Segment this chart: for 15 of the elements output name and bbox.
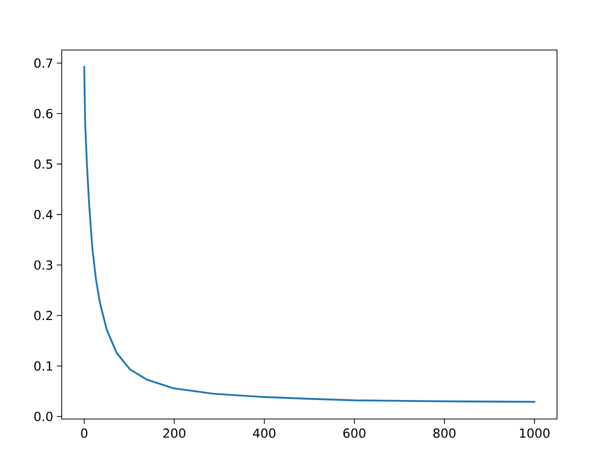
y-tick-label: 0.2 (34, 310, 52, 320)
y-tick-label: 0.7 (34, 58, 52, 68)
y-tick-label: 0.1 (34, 361, 52, 371)
line-series (83, 66, 536, 403)
x-tick-label: 600 (343, 428, 366, 438)
x-tick-label: 200 (163, 428, 186, 438)
x-tick-label: 1000 (520, 428, 550, 438)
y-tick-label: 0.4 (34, 210, 53, 220)
x-tick-label: 400 (253, 428, 276, 438)
x-tick-label: 800 (433, 428, 456, 438)
x-tick-label: 0 (81, 428, 88, 438)
y-tick-label: 0.0 (34, 412, 52, 422)
y-tick-label: 0.5 (34, 159, 52, 169)
y-tick-label: 0.3 (34, 260, 52, 270)
y-tick-label: 0.6 (34, 108, 52, 118)
